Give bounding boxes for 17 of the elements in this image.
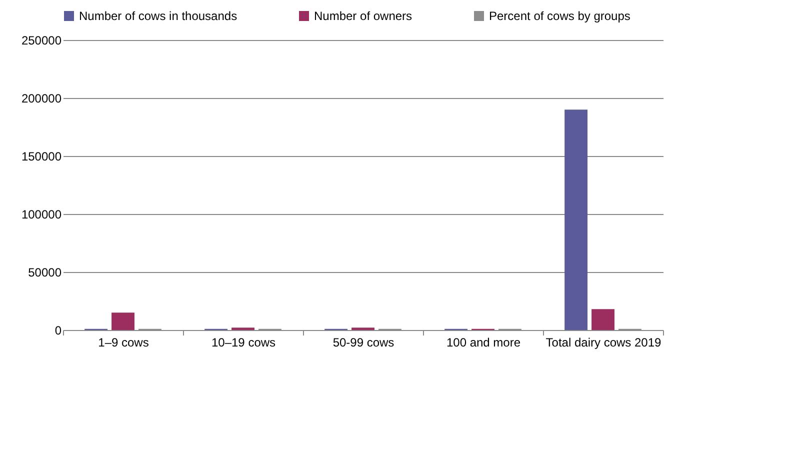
y-tick-label: 150000: [21, 150, 62, 164]
bar: [564, 110, 588, 330]
legend-label: Number of cows in thousands: [79, 9, 238, 23]
y-tick-label: 250000: [21, 34, 62, 48]
y-tick-label: 0: [54, 324, 62, 338]
bar: [112, 312, 134, 330]
x-tick-label: Total dairy cows 2019: [546, 336, 662, 350]
x-tick-label: 1–9 cows: [98, 336, 149, 350]
x-tick-label: 100 and more: [446, 336, 521, 350]
x-tick-label: 10–19 cows: [211, 336, 276, 350]
y-tick-label: 50000: [28, 266, 62, 280]
legend-label: Percent of cows by groups: [489, 9, 630, 23]
bar: [592, 309, 614, 330]
y-tick-label: 200000: [21, 92, 62, 106]
x-tick-label: 50-99 cows: [332, 336, 394, 350]
legend-label: Number of owners: [314, 9, 412, 23]
y-tick-label: 100000: [21, 208, 62, 222]
